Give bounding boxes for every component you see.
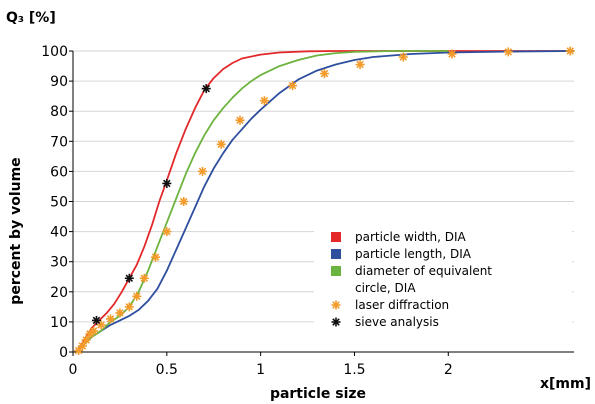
- data-point-4: [162, 178, 172, 188]
- y-tick-label: 60: [50, 164, 68, 180]
- data-point-3: [132, 291, 142, 301]
- y-tick-label: 40: [50, 225, 68, 241]
- data-point-3: [355, 60, 365, 70]
- legend-label: particle length, DIA: [355, 247, 472, 261]
- legend-label: laser diffraction: [355, 298, 449, 312]
- legend-swatch: [331, 300, 341, 310]
- x-axis-title: particle size: [270, 386, 366, 402]
- legend-swatch: [331, 232, 341, 242]
- x-tick-label: 1: [256, 362, 265, 378]
- y-tick-label: 100: [41, 44, 68, 60]
- data-point-4: [124, 273, 134, 283]
- legend-swatch: [331, 249, 341, 259]
- y-tick-label: 30: [50, 255, 68, 271]
- data-point-3: [319, 69, 329, 79]
- legend: particle width, DIA particle length, DIA d…: [314, 218, 572, 340]
- data-point-3: [139, 273, 149, 283]
- x-tick-label: 0: [69, 362, 78, 378]
- x-tick-label: 0.5: [156, 362, 178, 378]
- legend-label: particle width, DIA: [355, 230, 467, 244]
- x-tick-label: 2: [444, 362, 453, 378]
- data-point-3: [162, 227, 172, 237]
- legend-label: diameter of equivalent circle, DIA: [355, 264, 492, 295]
- series-line-2: [76, 50, 449, 353]
- series-line-0: [76, 50, 574, 353]
- data-point-3: [115, 308, 125, 318]
- y-axis-title: percent by volume: [8, 157, 24, 304]
- y-tick-label: 10: [50, 315, 68, 331]
- data-point-3: [398, 52, 408, 62]
- y-tick-label: 20: [50, 285, 68, 301]
- legend-swatch: [331, 317, 341, 327]
- legend-swatch: [331, 266, 341, 276]
- x-unit-label: x[mm]: [540, 376, 591, 392]
- legend-box: [314, 218, 572, 340]
- data-point-3: [124, 302, 134, 312]
- data-point-3: [447, 49, 457, 59]
- y-tick-label: 90: [50, 74, 68, 90]
- data-point-3: [235, 115, 245, 125]
- data-point-3: [197, 166, 207, 176]
- y-tick-label: 70: [50, 134, 68, 150]
- legend-label: sieve analysis: [355, 315, 439, 329]
- data-point-3: [96, 320, 106, 330]
- y-tick-label: 80: [50, 104, 68, 120]
- data-point-3: [259, 96, 269, 106]
- data-point-4: [91, 315, 101, 325]
- data-point-3: [179, 197, 189, 206]
- data-point-3: [77, 341, 87, 351]
- data-point-3: [151, 252, 161, 262]
- data-point-3: [89, 326, 99, 336]
- data-point-3: [106, 314, 116, 324]
- x-axis-ticks: 0 0.5 1 1.5 2: [69, 352, 453, 378]
- y-tick-label: 50: [50, 195, 68, 211]
- y-tick-label: 0: [59, 345, 68, 361]
- series-group: [74, 46, 575, 355]
- data-point-3: [81, 335, 91, 345]
- y-unit-label: Q₃ [%]: [6, 10, 56, 26]
- data-point-3: [216, 139, 226, 149]
- data-point-3: [288, 81, 298, 91]
- data-point-4: [201, 84, 211, 94]
- series-line-1: [76, 50, 575, 353]
- y-axis-ticks: 0 10 20 30 40 50 60 70 80 90 100: [41, 44, 73, 361]
- data-point-3: [503, 47, 513, 57]
- data-point-3: [565, 46, 575, 56]
- x-tick-label: 1.5: [343, 362, 365, 378]
